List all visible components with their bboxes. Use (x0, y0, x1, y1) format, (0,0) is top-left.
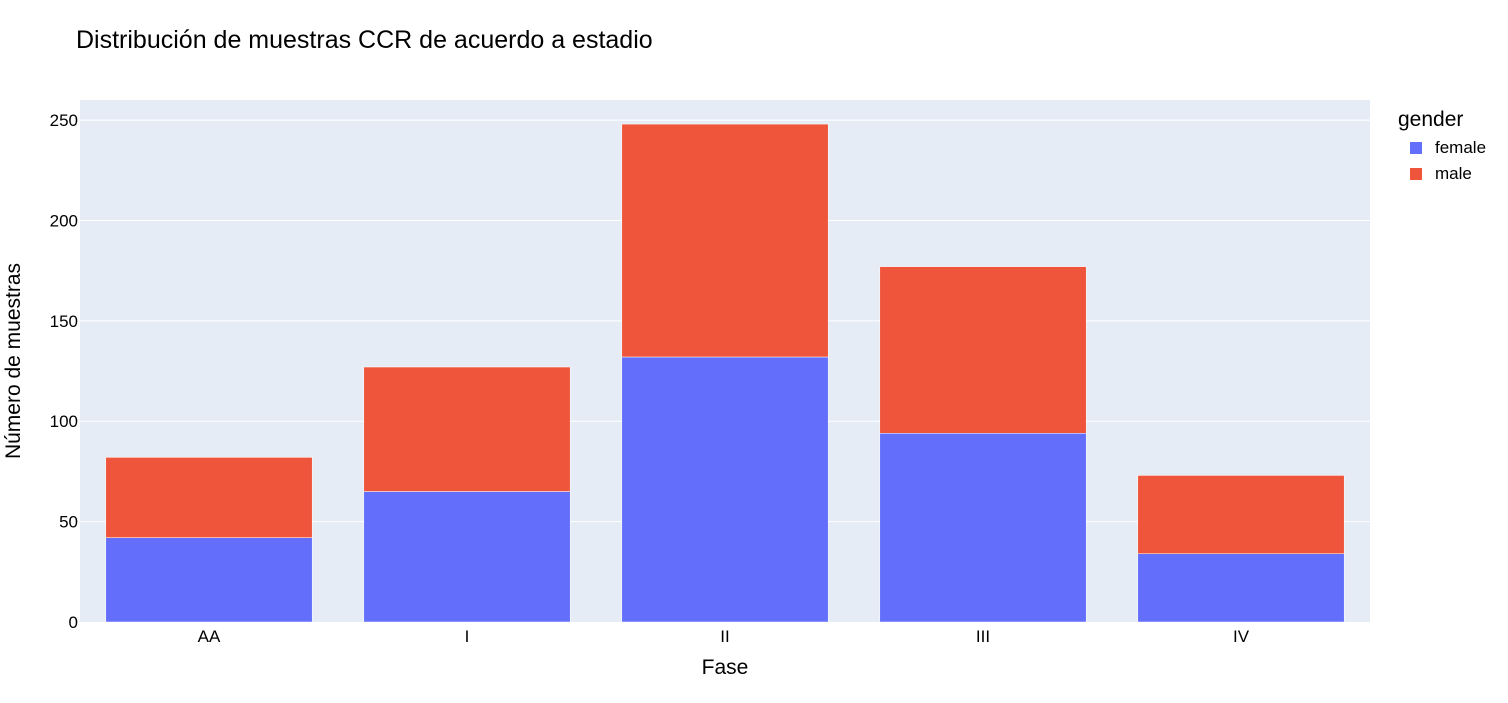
legend-item-female[interactable]: female (1398, 135, 1486, 161)
bar-male-I (363, 366, 571, 492)
bar-male-III (879, 266, 1087, 434)
y-tick-label-250: 250 (50, 111, 78, 130)
x-tick-label-IV: IV (1233, 627, 1250, 646)
legend-swatch-male (1410, 168, 1422, 180)
bar-female-I (363, 491, 571, 623)
x-tick-label-III: III (976, 627, 990, 646)
bar-female-AA (105, 537, 313, 623)
y-tick-label-0: 0 (69, 613, 78, 632)
legend-label-female: female (1435, 138, 1487, 157)
x-tick-label-II: II (720, 627, 729, 646)
legend: gender female male (1398, 108, 1486, 187)
legend-swatch-female (1410, 142, 1422, 154)
legend-title: gender (1398, 108, 1464, 131)
y-tick-label-100: 100 (50, 412, 78, 431)
bar-female-II (621, 356, 829, 623)
bar-male-II (621, 123, 829, 358)
y-axis-title: Número de muestras (2, 262, 25, 460)
chart-title: Distribución de muestras CCR de acuerdo … (76, 26, 653, 54)
legend-label-male: male (1435, 164, 1472, 183)
bar-female-III (879, 433, 1087, 623)
x-axis-title: Fase (701, 656, 749, 679)
x-tick-label-I: I (465, 627, 470, 646)
y-tick-label-50: 50 (59, 513, 78, 532)
bar-female-IV (1137, 553, 1345, 623)
bar-male-IV (1137, 475, 1345, 554)
x-tick-label-AA: AA (198, 627, 221, 646)
y-tick-label-150: 150 (50, 312, 78, 331)
bar-male-AA (105, 457, 313, 538)
legend-item-male[interactable]: male (1398, 161, 1486, 187)
y-tick-label-200: 200 (50, 211, 78, 230)
